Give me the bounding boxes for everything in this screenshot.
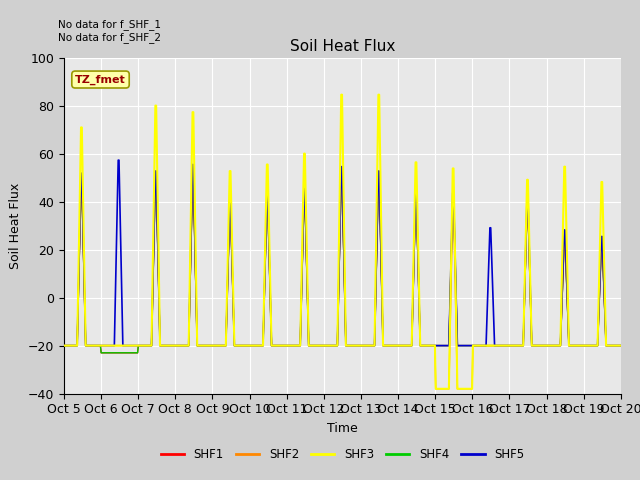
Text: TZ_fmet: TZ_fmet [75,74,126,84]
Y-axis label: Soil Heat Flux: Soil Heat Flux [10,182,22,269]
Legend: SHF1, SHF2, SHF3, SHF4, SHF5: SHF1, SHF2, SHF3, SHF4, SHF5 [156,443,529,466]
Text: No data for f_SHF_1
No data for f_SHF_2: No data for f_SHF_1 No data for f_SHF_2 [58,19,161,43]
Title: Soil Heat Flux: Soil Heat Flux [290,39,395,54]
X-axis label: Time: Time [327,422,358,435]
